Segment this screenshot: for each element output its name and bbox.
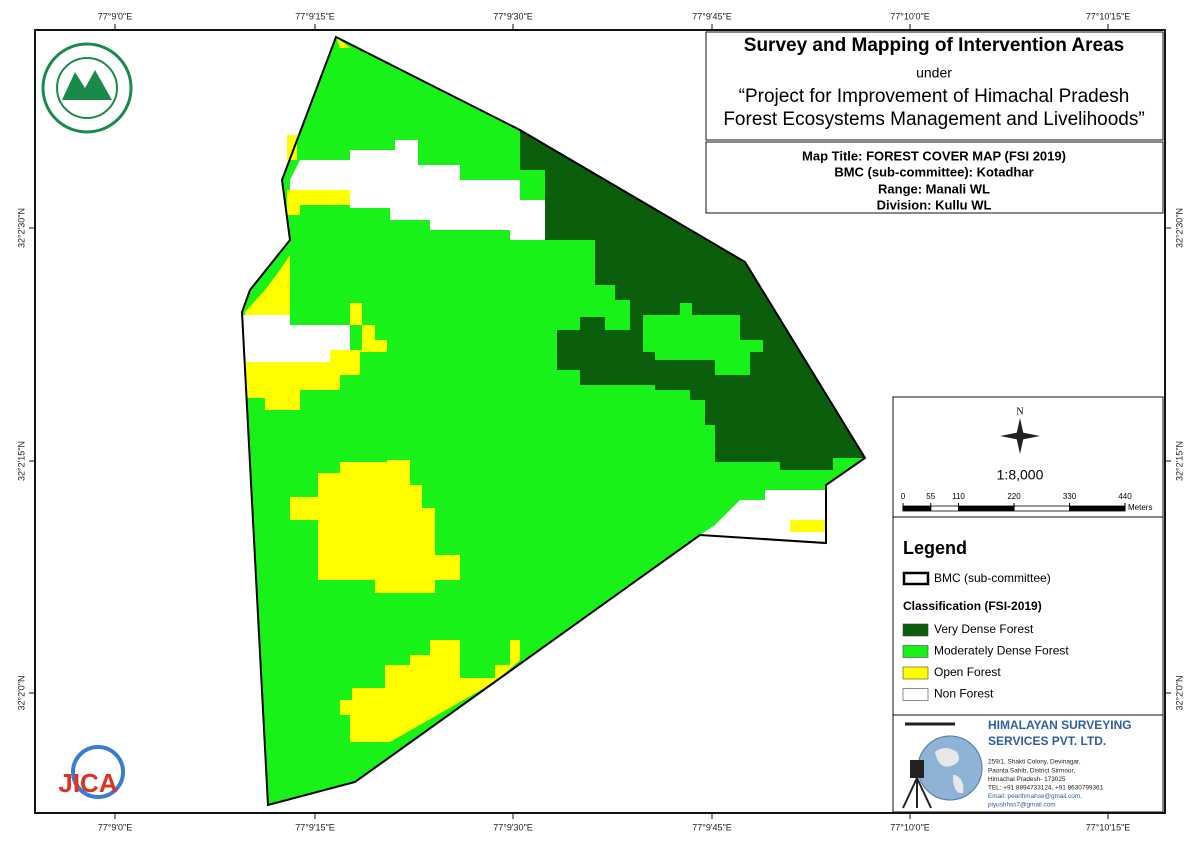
lon-label: 77°9'45"E [692,822,732,832]
title-box [705,31,1164,141]
forest-map [240,35,867,807]
info-line: Map Title: FOREST COVER MAP (FSI 2019) [802,148,1066,163]
legend-swatch [902,645,929,658]
scale-tick-label: 55 [926,492,935,501]
info-line: Division: Kullu WL [877,197,992,212]
scale-segment [902,505,932,512]
lat-label: 32°2'15"N [16,441,26,481]
open-forest [287,190,350,215]
scale-segment [1013,505,1070,512]
scale-segment [1069,505,1126,512]
dense-island [643,303,763,375]
legend-label: BMC (sub-committee) [934,571,1051,585]
legend-panel [892,516,1164,716]
address-line: Paonta Sahib, District Sirmour, [988,767,1075,774]
company-name: HIMALAYAN SURVEYING [988,718,1132,732]
legend-title: Legend [903,538,967,558]
emblem [41,42,133,134]
company-address: 259/1, Shakti Colony, Devinagar,Paonta S… [988,759,1104,809]
open-forest [244,303,387,410]
lat-label: 32°2'15"N [1174,441,1184,481]
lon-label: 77°9'45"E [692,11,732,21]
address-line: Himachal Pradesh- 173025 [988,776,1066,783]
scale-segment [930,505,959,512]
map-frame [34,29,1166,814]
open-forest [340,640,520,742]
info-box [705,141,1164,214]
address-line: TEL: +91 8894733124, +91 8630799361 [988,784,1104,791]
subtitle: under [916,65,952,81]
scale-segment [958,505,1015,512]
boundary-swatch [902,571,930,586]
bmc-boundary [240,35,867,807]
lon-label: 77°9'30"E [493,822,533,832]
scale-tick-label: 110 [952,492,965,501]
lat-label: 32°2'30"N [1174,208,1184,248]
legend-label: Open Forest [934,665,1001,679]
coordinates: 77°9'0"E 77°9'0"E 77°9'15"E 77°9'15"E 77°9'3… [16,11,1184,832]
legend-label: Moderately Dense Forest [934,644,1069,658]
legend-classes: Very Dense Forest Moderately Dense Forest… [902,622,1069,701]
project-line: “Project for Improvement of Himachal Pra… [739,86,1130,107]
project-line: Forest Ecosystems Management and Livelih… [723,109,1144,130]
title: Survey and Mapping of Intervention Areas [744,35,1124,56]
lon-label: 77°10'15"E [1086,11,1131,21]
lon-label: 77°10'0"E [890,822,930,832]
lon-label: 77°10'15"E [1086,822,1131,832]
scale-panel [892,396,1164,518]
non-forest [290,140,545,240]
info-line: Range: Manali WL [878,181,990,196]
lon-label: 77°9'15"E [295,11,335,21]
lat-label: 32°2'30"N [16,208,26,248]
scale-unit: Meters [1128,503,1152,512]
open-forest [790,520,825,532]
lon-label: 77°9'15"E [295,822,335,832]
open-forest [290,460,460,593]
address-line: piyushhss7@gmail.com [988,802,1056,809]
very-dense-forest [520,130,865,470]
lat-label: 32°2'0"N [1174,675,1184,710]
legend-swatch [902,623,929,637]
info-line: BMC (sub-committee): Kotadhar [834,164,1033,179]
lon-label: 77°9'30"E [493,11,533,21]
open-forest [287,135,297,160]
jica-logo: JICA [58,745,125,799]
scale-bar: 0 55 110 220 330 440 Meters [901,492,1153,512]
classification-title: Classification (FSI-2019) [903,599,1042,613]
north-arrow [1000,418,1040,454]
non-forest [243,315,350,362]
scale-tick-label: 220 [1007,492,1021,501]
scale-ratio: 1:8,000 [997,467,1044,483]
jica-text: JICA [58,768,117,798]
north-label: N [1016,406,1023,417]
legend-label: Very Dense Forest [934,622,1034,636]
lon-label: 77°9'0"E [98,11,133,21]
scale-tick-label: 440 [1118,492,1132,501]
legend-swatch [902,666,929,680]
lat-label: 32°2'0"N [16,675,26,710]
open-forest [245,255,290,325]
scale-tick-label: 0 [901,492,906,501]
bmc-area [242,37,865,805]
lon-label: 77°9'0"E [98,822,133,832]
scale-tick-label: 330 [1063,492,1077,501]
lon-label: 77°10'0"E [890,11,930,21]
legend-swatch [902,688,929,701]
legend-label: Non Forest [934,687,994,701]
address-line: 259/1, Shakti Colony, Devinagar, [988,759,1081,766]
company-name: SERVICES PVT. LTD. [988,734,1106,748]
address-line: Email: pearlhmahse@gmail.com, [988,793,1082,800]
company-logo [902,722,983,809]
